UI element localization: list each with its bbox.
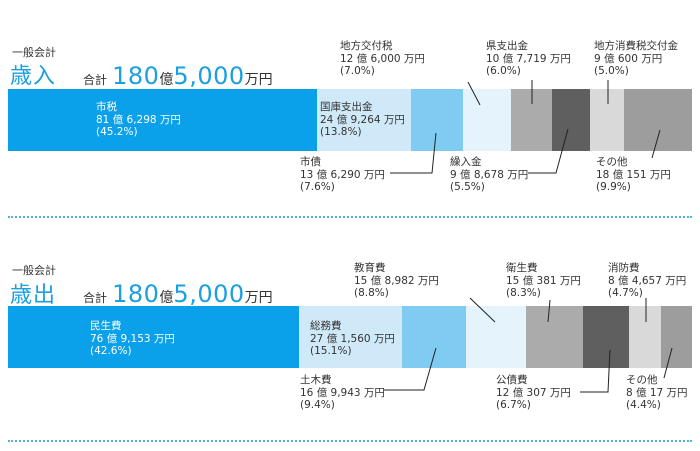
revenue-label-その他: その他 18 億 151 万円 (9.9%): [596, 156, 671, 194]
expenditure-kind-label: 一般会計: [12, 264, 56, 277]
revenue-total-number-man: 5,000: [173, 62, 245, 90]
expenditure-label-その他: その他 8 億 17 万円 (4.4%): [626, 374, 688, 412]
expenditure-label-pct: (42.6%): [90, 345, 132, 357]
expenditure-label-衛生費: 衛生費 15 億 381 万円 (8.3%): [506, 262, 581, 300]
revenue-segment-地方消費税交付金: [590, 89, 624, 151]
expenditure-label-pct: (4.7%): [608, 287, 643, 299]
expenditure-segment-教育費: [466, 306, 526, 368]
expenditure-label-消防費: 消防費 8 億 4,657 万円 (4.7%): [608, 262, 686, 300]
revenue-total-unit-oku: 億: [159, 72, 174, 88]
expenditure-label-民生費: 民生費 76 億 9,153 万円 (42.6%): [90, 320, 175, 358]
revenue-label-amount: 13 億 6,290 万円: [300, 168, 385, 181]
expenditure-segment-民生費: [8, 306, 299, 368]
expenditure-total-unit-man: 万円: [244, 290, 273, 306]
revenue-label-amount: 9 億 8,678 万円: [450, 168, 529, 181]
revenue-label-amount: 18 億 151 万円: [596, 168, 671, 181]
expenditure-label-name: 衛生費: [506, 262, 538, 274]
expenditure-total: 合計 180億5,000万円: [83, 280, 273, 308]
revenue-segment-市税: [8, 89, 317, 151]
expenditure-label-公債費: 公債費 12 億 307 万円 (6.7%): [496, 374, 571, 412]
expenditure-label-pct: (8.3%): [506, 287, 541, 299]
revenue-label-地方消費税交付金: 地方消費税交付金 9 億 600 万円 (5.0%): [594, 40, 678, 78]
revenue-label-amount: 9 億 600 万円: [594, 52, 663, 65]
revenue-label-name: 地方消費税交付金: [594, 40, 678, 52]
revenue-label-pct: (5.5%): [450, 181, 485, 193]
expenditure-heading: 歳出: [10, 283, 57, 308]
expenditure-label-amount: 12 億 307 万円: [496, 386, 571, 399]
expenditure-label-name: 消防費: [608, 262, 640, 274]
revenue-label-amount: 10 億 7,719 万円: [486, 52, 571, 65]
revenue-label-amount: 81 億 6,298 万円: [96, 113, 181, 126]
revenue-label-amount: 12 億 6,000 万円: [340, 52, 425, 65]
revenue-label-pct: (9.9%): [596, 181, 631, 193]
revenue-total: 合計 180億5,000万円: [83, 62, 273, 90]
expenditure-label-amount: 8 億 4,657 万円: [608, 274, 687, 287]
revenue-heading: 歳入: [10, 64, 57, 89]
expenditure-label-amount: 15 億 8,982 万円: [354, 274, 439, 287]
expenditure-total-label: 合計: [83, 291, 108, 305]
revenue-label-pct: (7.6%): [300, 181, 335, 193]
expenditure-label-土木費: 土木費 16 億 9,943 万円 (9.4%): [300, 374, 385, 412]
revenue-label-name: 地方交付税: [340, 40, 393, 52]
revenue-total-number-oku: 180: [112, 62, 160, 90]
expenditure-label-pct: (6.7%): [496, 399, 531, 411]
expenditure-label-name: 土木費: [300, 374, 332, 386]
expenditure-segment-消防費: [629, 306, 661, 368]
revenue-label-県支出金: 県支出金 10 億 7,719 万円 (6.0%): [486, 40, 571, 78]
revenue-label-amount: 24 億 9,264 万円: [320, 113, 405, 126]
expenditure-segment-その他: [661, 306, 692, 368]
expenditure-label-name: 総務費: [310, 320, 342, 332]
expenditure-segment-衛生費: [526, 306, 583, 368]
expenditure-label-pct: (4.4%): [626, 399, 661, 411]
expenditure-divider: [8, 440, 692, 442]
expenditure-label-name: 教育費: [354, 262, 386, 274]
revenue-label-name: 市債: [300, 156, 321, 168]
revenue-section: 一般会計 歳入 合計 180億5,000万円 市税 81 億 6,298 万円 …: [0, 0, 700, 220]
expenditure-label-総務費: 総務費 27 億 1,560 万円 (15.1%): [310, 320, 395, 358]
expenditure-label-amount: 15 億 381 万円: [506, 274, 581, 287]
revenue-label-name: 県支出金: [486, 40, 528, 52]
revenue-label-市債: 市債 13 億 6,290 万円 (7.6%): [300, 156, 385, 194]
expenditure-label-amount: 16 億 9,943 万円: [300, 386, 385, 399]
expenditure-label-amount: 76 億 9,153 万円: [90, 332, 175, 345]
expenditure-label-amount: 27 億 1,560 万円: [310, 332, 395, 345]
revenue-label-name: 国庫支出金: [320, 101, 373, 113]
expenditure-total-unit-oku: 億: [159, 290, 174, 306]
expenditure-total-number-man: 5,000: [173, 280, 245, 308]
expenditure-label-pct: (8.8%): [354, 287, 389, 299]
expenditure-label-pct: (15.1%): [310, 345, 352, 357]
expenditure-label-教育費: 教育費 15 億 8,982 万円 (8.8%): [354, 262, 439, 300]
revenue-label-name: 市税: [96, 101, 117, 113]
revenue-total-label: 合計: [83, 73, 108, 87]
expenditure-label-pct: (9.4%): [300, 399, 335, 411]
revenue-label-pct: (45.2%): [96, 126, 138, 138]
revenue-total-unit-man: 万円: [244, 72, 273, 88]
expenditure-label-amount: 8 億 17 万円: [626, 386, 688, 399]
revenue-label-pct: (6.0%): [486, 65, 521, 77]
revenue-label-繰入金: 繰入金 9 億 8,678 万円 (5.5%): [450, 156, 528, 194]
expenditure-total-number-oku: 180: [112, 280, 160, 308]
revenue-kind-label: 一般会計: [12, 46, 56, 59]
expenditure-segment-公債費: [583, 306, 629, 368]
revenue-label-市税: 市税 81 億 6,298 万円 (45.2%): [96, 101, 181, 139]
revenue-label-国庫支出金: 国庫支出金 24 億 9,264 万円 (13.8%): [320, 101, 405, 139]
revenue-label-pct: (5.0%): [594, 65, 629, 77]
revenue-divider: [8, 216, 692, 218]
revenue-label-name: その他: [596, 156, 628, 168]
expenditure-label-name: 民生費: [90, 320, 122, 332]
revenue-label-地方交付税: 地方交付税 12 億 6,000 万円 (7.0%): [340, 40, 425, 78]
revenue-label-pct: (13.8%): [320, 126, 362, 138]
expenditure-label-name: 公債費: [496, 374, 528, 386]
expenditure-label-name: その他: [626, 374, 658, 386]
expenditure-segment-土木費: [402, 306, 466, 368]
revenue-label-name: 繰入金: [450, 156, 482, 168]
revenue-label-pct: (7.0%): [340, 65, 375, 77]
